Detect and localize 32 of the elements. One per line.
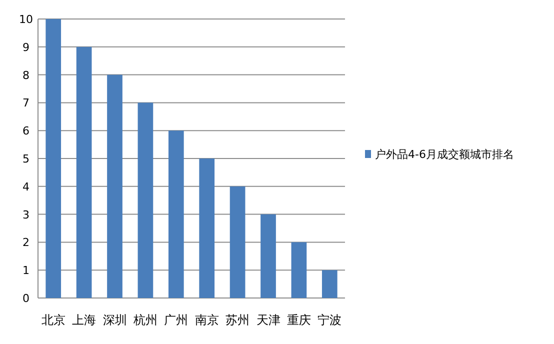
bar bbox=[322, 270, 338, 298]
x-tick-label: 上海 bbox=[72, 313, 96, 327]
x-tick-label: 重庆 bbox=[286, 313, 311, 327]
bar bbox=[107, 74, 122, 298]
bar bbox=[168, 130, 184, 298]
x-tick-label: 广州 bbox=[164, 313, 188, 327]
y-tick-label: 8 bbox=[22, 68, 30, 82]
legend-label: 户外品4-6月成交额城市排名 bbox=[375, 148, 514, 161]
y-tick-label: 4 bbox=[22, 180, 30, 194]
bar bbox=[260, 214, 276, 298]
y-tick-label: 1 bbox=[22, 264, 30, 278]
x-tick-label: 杭州 bbox=[132, 313, 158, 327]
bar bbox=[199, 158, 215, 298]
x-tick-label: 南京 bbox=[194, 313, 219, 327]
y-tick-label: 9 bbox=[22, 40, 30, 54]
x-tick-label: 宁波 bbox=[318, 313, 342, 327]
y-tick-label: 2 bbox=[22, 236, 30, 250]
bar bbox=[138, 102, 154, 298]
bar bbox=[230, 186, 246, 298]
x-tick-label: 深圳 bbox=[102, 313, 127, 327]
y-tick-label: 6 bbox=[22, 124, 30, 138]
y-tick-label: 0 bbox=[22, 292, 30, 305]
y-tick-label: 3 bbox=[22, 208, 30, 222]
y-tick-label: 7 bbox=[22, 96, 30, 110]
bar bbox=[46, 19, 62, 298]
y-tick-label: 10 bbox=[19, 13, 33, 26]
bar bbox=[291, 242, 307, 298]
x-tick-label: 天津 bbox=[256, 313, 280, 327]
x-tick-label: 北京 bbox=[41, 313, 66, 327]
bar bbox=[76, 46, 92, 298]
x-tick-label: 苏州 bbox=[226, 313, 250, 327]
y-tick-label: 5 bbox=[22, 152, 30, 166]
